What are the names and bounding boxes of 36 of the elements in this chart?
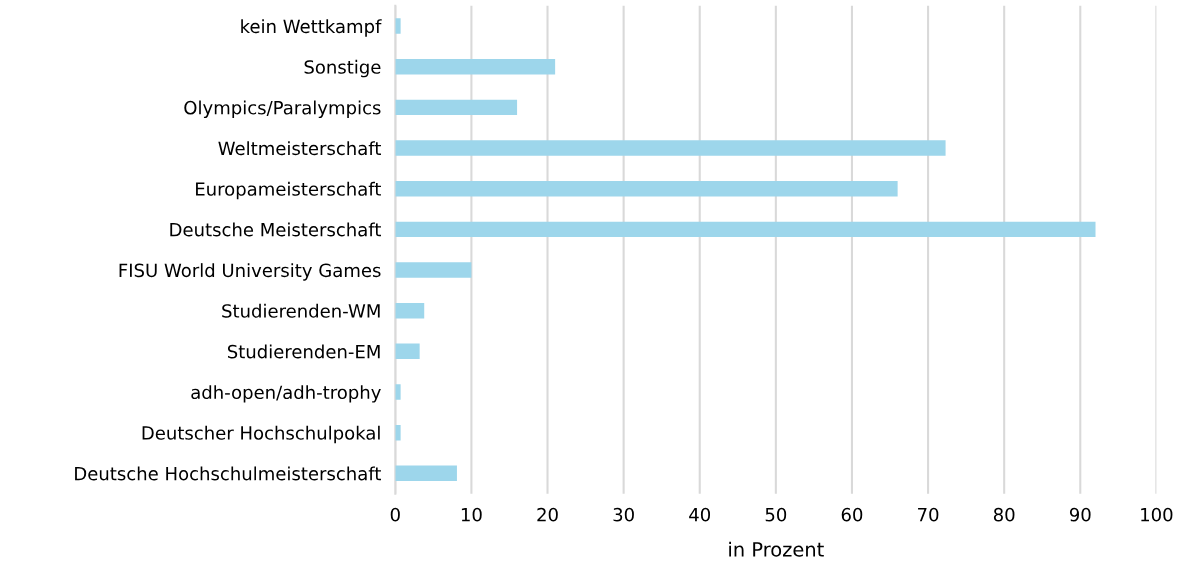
- x-tick-label: 30: [613, 507, 634, 522]
- bar: [395, 302, 425, 319]
- y-tick-label: Sonstige: [304, 59, 381, 78]
- y-tick-label: Deutsche Meisterschaft: [170, 222, 381, 237]
- bar: [395, 59, 556, 75]
- y-tick-label: Europameisterschaft: [196, 181, 381, 200]
- x-tick-label: 10: [461, 507, 482, 522]
- x-tick-label: 90: [1069, 507, 1091, 522]
- x-tick-label: 100: [1141, 507, 1173, 522]
- bar: [395, 180, 898, 197]
- x-tick-label: 0: [390, 507, 400, 522]
- y-tick-label: Weltmeisterschaft: [218, 141, 381, 156]
- bar: [395, 262, 472, 278]
- bar: [395, 465, 457, 482]
- x-tick-label: 20: [537, 507, 558, 522]
- bar: [395, 384, 401, 400]
- bar: [395, 343, 420, 360]
- x-tick-label: 80: [993, 507, 1015, 522]
- bar: [395, 99, 518, 116]
- y-tick-label: adh-open/adh-trophy: [191, 385, 381, 403]
- bar: [395, 221, 1096, 238]
- y-tick-label: FISU World University Games: [119, 263, 381, 281]
- y-tick-label: Olympics/Paralympics: [184, 100, 381, 118]
- y-tick-label: Deutsche Hochschulmeisterschaft: [75, 466, 381, 481]
- bar: [395, 424, 401, 441]
- x-tick-label: 40: [689, 507, 711, 522]
- y-tick-label: Studierenden-WM: [222, 303, 380, 318]
- x-axis-title: in Prozent: [729, 541, 824, 557]
- y-tick-label: Studierenden-EM: [227, 344, 380, 359]
- bar: [395, 18, 401, 34]
- y-tick-label: Deutscher Hochschulpokal: [142, 425, 380, 444]
- x-tick-label: 60: [841, 507, 863, 522]
- bar: [395, 140, 946, 156]
- x-tick-label: 70: [918, 507, 939, 522]
- y-tick-label: kein Wettkampf: [241, 19, 382, 37]
- x-tick-label: 50: [765, 507, 787, 522]
